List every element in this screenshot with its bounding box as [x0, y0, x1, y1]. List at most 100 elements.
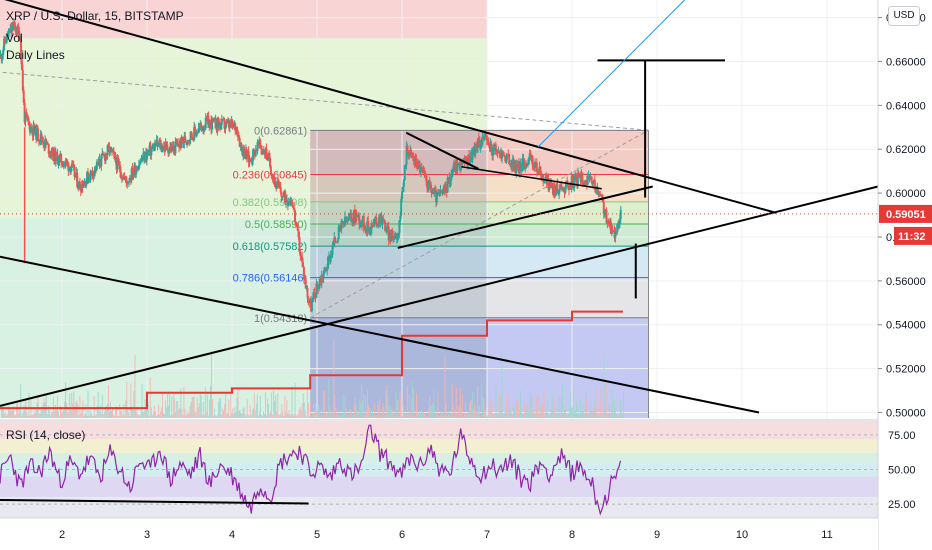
- volume-bar: [113, 414, 115, 418]
- volume-bar: [176, 400, 178, 418]
- volume-bar: [172, 414, 174, 418]
- volume-bar: [187, 413, 189, 418]
- volume-bar: [306, 388, 308, 418]
- y-tick-label-1: 0.52000: [886, 364, 926, 376]
- volume-bar: [485, 406, 487, 418]
- candle-body: [446, 177, 449, 193]
- volume-bar: [128, 412, 130, 418]
- volume-bar: [120, 410, 122, 418]
- candle-body: [157, 143, 160, 146]
- volume-bar: [438, 415, 440, 418]
- volume-bar: [71, 392, 73, 418]
- volume-bar: [31, 414, 33, 418]
- candle-body: [114, 155, 117, 162]
- candle-body: [588, 175, 591, 178]
- candle-body: [212, 118, 215, 121]
- volume-bar: [231, 412, 233, 418]
- volume-bar: [65, 382, 67, 418]
- volume-bar: [236, 397, 238, 418]
- volume-bar: [489, 411, 491, 418]
- volume-bar: [153, 405, 155, 418]
- candle-body: [125, 176, 128, 182]
- candle-body: [232, 124, 235, 127]
- volume-bar: [6, 413, 8, 418]
- volume-bar: [465, 413, 467, 418]
- volume-bar: [510, 411, 512, 418]
- candle-body: [145, 153, 148, 161]
- volume-bar: [583, 404, 585, 418]
- candle-body: [203, 128, 206, 131]
- volume-bar: [388, 406, 390, 418]
- volume-bar: [379, 399, 381, 418]
- candle-body: [147, 151, 150, 153]
- x-tick-label-3: 5: [314, 529, 320, 541]
- volume-bar: [281, 404, 283, 418]
- volume-bar: [615, 414, 617, 418]
- volume-bar: [4, 411, 6, 418]
- volume-bar: [407, 414, 409, 418]
- volume-bar: [445, 403, 447, 418]
- candle-body: [74, 176, 77, 178]
- candle-body: [100, 155, 103, 167]
- volume-bar: [357, 412, 359, 418]
- volume-bar: [447, 411, 449, 418]
- candle-body: [195, 133, 198, 136]
- candle-body: [477, 138, 480, 140]
- candle-body: [208, 122, 211, 128]
- candle-body: [116, 158, 119, 170]
- volume-bar: [597, 407, 599, 418]
- currency-button[interactable]: USD: [888, 6, 920, 26]
- candle-body: [327, 256, 330, 269]
- candle-body: [251, 160, 254, 163]
- candle-body: [475, 144, 478, 149]
- volume-bar: [504, 411, 506, 418]
- volume-bar: [19, 407, 21, 418]
- candle-body: [507, 153, 510, 155]
- candle-body: [525, 163, 528, 168]
- candle-body: [76, 172, 79, 188]
- volume-bar: [97, 392, 99, 418]
- candle-body: [391, 230, 394, 236]
- volume-bar: [29, 415, 31, 418]
- volume-bar: [102, 414, 104, 418]
- volume-bar: [289, 415, 291, 418]
- volume-bar: [554, 406, 556, 418]
- volume-bar: [178, 409, 180, 418]
- volume-bar: [124, 415, 126, 418]
- volume-bar: [523, 413, 525, 418]
- candle-body: [122, 176, 125, 180]
- volume-bar: [397, 400, 399, 418]
- volume-bar: [573, 381, 575, 418]
- candle-body: [420, 167, 423, 169]
- volume-bar: [189, 405, 191, 418]
- volume-bar: [511, 415, 513, 418]
- volume-bar: [288, 409, 290, 418]
- rsi-tick-label-2: 75.00: [888, 430, 916, 442]
- candle-body: [592, 181, 595, 185]
- volume-bar: [429, 396, 431, 418]
- candle-body: [523, 159, 526, 170]
- candle-body: [27, 117, 30, 122]
- volume-bar: [612, 411, 614, 418]
- volume-bar: [538, 414, 540, 418]
- candle-body: [3, 38, 6, 43]
- candle-body: [128, 181, 131, 183]
- candle-body: [85, 180, 88, 187]
- candle-body: [527, 157, 530, 165]
- volume-bar: [22, 412, 24, 418]
- candle-body: [180, 136, 183, 148]
- volume-bar: [217, 414, 219, 418]
- candle-body: [429, 181, 432, 188]
- volume-bar: [572, 407, 574, 418]
- y-tick-label-7: 0.64000: [886, 100, 926, 112]
- x-tick-label-1: 3: [144, 529, 150, 541]
- volume-bar: [486, 415, 488, 418]
- volume-bar: [310, 415, 312, 418]
- candle-body: [181, 136, 184, 142]
- volume-bar: [380, 415, 382, 418]
- volume-bar: [605, 379, 607, 418]
- volume-bar: [471, 400, 473, 418]
- volume-bar: [170, 415, 172, 418]
- volume-bar: [608, 404, 610, 418]
